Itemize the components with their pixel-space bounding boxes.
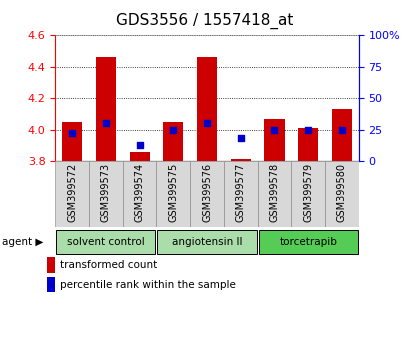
Text: solvent control: solvent control: [67, 236, 144, 247]
Text: GSM399577: GSM399577: [235, 163, 245, 222]
Bar: [89, 161, 122, 227]
Bar: [163, 122, 183, 161]
Bar: [257, 161, 291, 227]
Bar: [47, 277, 55, 292]
Bar: [258, 230, 357, 253]
Bar: [96, 57, 116, 161]
Text: agent ▶: agent ▶: [2, 236, 43, 247]
Point: [136, 142, 143, 148]
Bar: [297, 128, 317, 161]
Text: GSM399574: GSM399574: [134, 163, 144, 222]
Text: GSM399575: GSM399575: [168, 163, 178, 222]
Bar: [157, 230, 256, 253]
Bar: [230, 160, 250, 161]
Bar: [196, 57, 217, 161]
Point: [304, 127, 311, 132]
Bar: [324, 161, 358, 227]
Text: GSM399580: GSM399580: [336, 163, 346, 222]
Bar: [122, 161, 156, 227]
Point: [170, 127, 176, 132]
Text: GSM399578: GSM399578: [269, 163, 279, 222]
Bar: [55, 161, 89, 227]
Text: GSM399579: GSM399579: [302, 163, 312, 222]
Text: percentile rank within the sample: percentile rank within the sample: [61, 280, 236, 290]
Bar: [156, 161, 190, 227]
Point: [102, 120, 109, 126]
Text: GSM399573: GSM399573: [101, 163, 111, 222]
Bar: [190, 161, 223, 227]
Bar: [291, 161, 324, 227]
Point: [270, 127, 277, 132]
Text: torcetrapib: torcetrapib: [279, 236, 336, 247]
Text: GDS3556 / 1557418_at: GDS3556 / 1557418_at: [116, 12, 293, 29]
Bar: [331, 109, 351, 161]
Bar: [129, 152, 149, 161]
Bar: [47, 257, 55, 273]
Text: angiotensin II: angiotensin II: [171, 236, 242, 247]
Point: [203, 120, 210, 126]
Text: transformed count: transformed count: [61, 260, 157, 270]
Point: [338, 127, 344, 132]
Text: GSM399576: GSM399576: [202, 163, 211, 222]
Bar: [56, 230, 155, 253]
Point: [237, 136, 243, 141]
Bar: [62, 122, 82, 161]
Point: [69, 131, 75, 136]
Text: GSM399572: GSM399572: [67, 163, 77, 222]
Bar: [223, 161, 257, 227]
Bar: [264, 119, 284, 161]
